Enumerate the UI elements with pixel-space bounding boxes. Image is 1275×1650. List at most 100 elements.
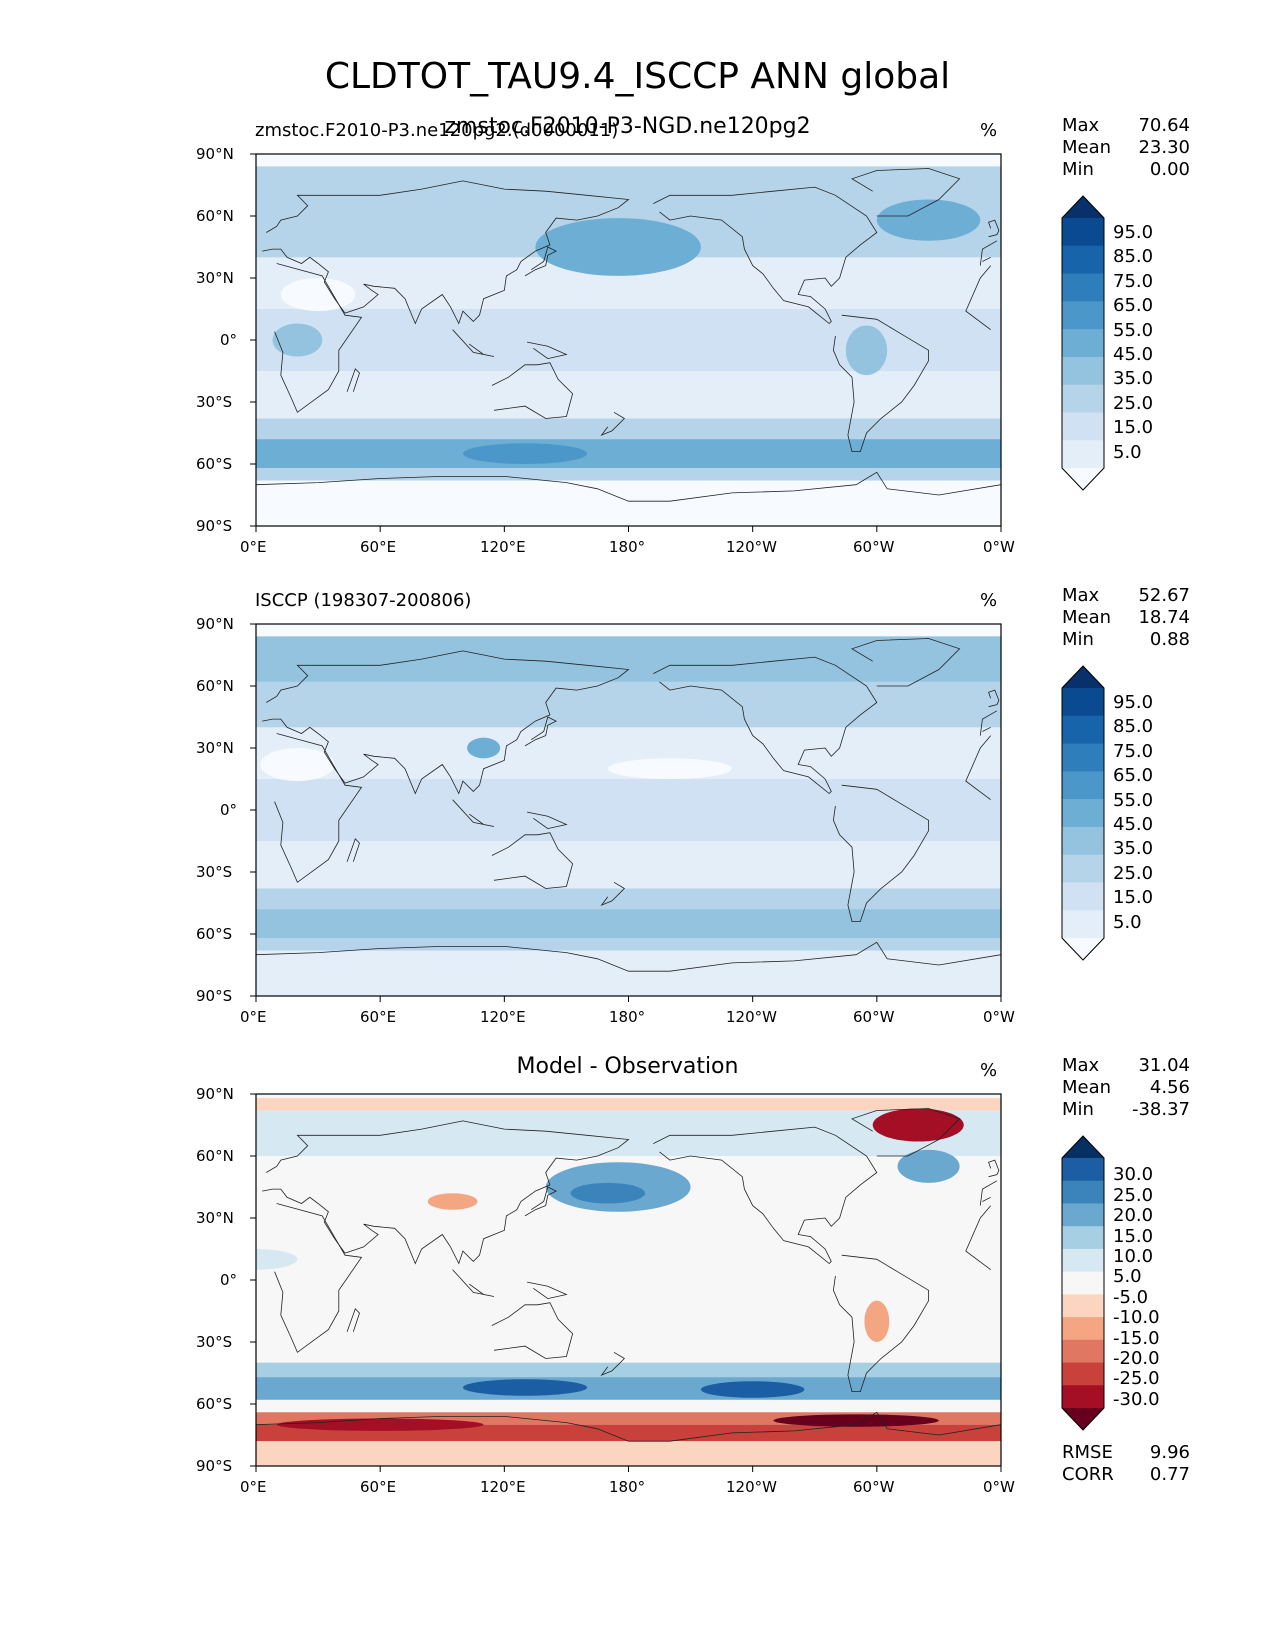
southern-midlatitude (256, 888, 1001, 910)
coastline (965, 1205, 992, 1271)
colorbar-outline (1061, 665, 1105, 961)
colorbar-label: 30.0 (1113, 1164, 1154, 1185)
map-2 (250, 1093, 1105, 1472)
coastlines (256, 1108, 1001, 1442)
colorbar-label: 5.0 (1113, 1266, 1142, 1287)
corr-label: CORR (1062, 1464, 1114, 1485)
colorbar-segment (1062, 743, 1104, 772)
coastline (527, 1281, 568, 1300)
lat-tick: 60°N (196, 207, 234, 225)
colorbar-segment (1062, 218, 1104, 247)
lon-tick: 120°E (480, 1008, 526, 1026)
coastline (262, 180, 630, 325)
test-map-panel: zmstoc.F2010-P3.ne120pg2.(d0000011) zmst… (0, 114, 1275, 590)
stat-mean-value: 23.30 (1138, 137, 1190, 158)
coastline (653, 656, 878, 795)
coastline (600, 881, 626, 907)
difference-title: Model - Observation (516, 1054, 739, 1079)
lon-tick: 0°W (983, 1478, 1015, 1496)
congo-cloud (272, 323, 323, 357)
pacific-clear (607, 758, 732, 780)
colorbar-segment (1062, 1226, 1104, 1250)
coastline (262, 650, 630, 795)
lon-tick: 120°W (726, 538, 777, 556)
lon-tick: 180° (609, 1008, 646, 1026)
coastline (653, 1126, 878, 1265)
stat-min-label: Min (1062, 159, 1094, 180)
colorbar-label: 10.0 (1113, 1246, 1154, 1267)
lat-tick: 0° (220, 1271, 238, 1289)
test-case-name: zmstoc.F2010-P3.ne120pg2.(d0000011) (255, 120, 619, 141)
map-fill (256, 154, 1001, 526)
southern-subtropics (256, 371, 1001, 419)
colorbar-label: 20.0 (1113, 1205, 1154, 1226)
map-fill (256, 624, 1001, 996)
coastline (988, 1159, 1000, 1178)
colorbar-label: 25.0 (1113, 1185, 1154, 1206)
lat-tick: 90°N (196, 1085, 234, 1103)
arctic-negative (256, 1098, 1001, 1111)
colorbar-label: -20.0 (1113, 1348, 1160, 1369)
stat-mean-label: Mean (1062, 607, 1112, 628)
colorbar-label: 5.0 (1113, 442, 1142, 463)
southern-ocean-positive (256, 1377, 1001, 1400)
greenland-negative (872, 1108, 964, 1142)
colorbar-label: 75.0 (1113, 741, 1154, 762)
coastline (600, 411, 626, 437)
stat-min-label: Min (1062, 1099, 1094, 1120)
colorbar-segment (1062, 715, 1104, 745)
lat-tick: 30°N (196, 269, 234, 287)
colorbar-extend-bottom (1062, 938, 1104, 960)
colorbar-label: 85.0 (1113, 246, 1154, 267)
southern-ocean-max (700, 1381, 805, 1398)
coastline (491, 832, 574, 889)
tibet-negative (427, 1193, 478, 1210)
coastline (346, 368, 360, 392)
coastline (851, 1108, 961, 1157)
antarctic-margin (256, 938, 1001, 951)
lat-tick: 30°S (196, 393, 233, 411)
colorbar-label: 95.0 (1113, 692, 1154, 713)
colorbar-extend-top (1062, 666, 1104, 688)
colorbar-label: -15.0 (1113, 1328, 1160, 1349)
north-atlantic-cloud (876, 199, 981, 241)
stat-mean-label: Mean (1062, 137, 1112, 158)
colorbar-label: 55.0 (1113, 790, 1154, 811)
coastline (979, 240, 998, 266)
coastline (256, 941, 1001, 972)
stat-min-value: -38.37 (1131, 1099, 1190, 1120)
colorbar (1061, 665, 1105, 961)
colorbar-segment (1062, 329, 1104, 358)
lat-tick: 60°S (196, 925, 233, 943)
lon-tick: 0°E (240, 1478, 267, 1496)
lon-tick: 120°W (726, 1478, 777, 1496)
stat-max-value: 31.04 (1138, 1055, 1190, 1076)
colorbar-extend-bottom (1062, 1408, 1104, 1430)
stat-min-value: 0.88 (1149, 629, 1190, 650)
colorbar-segment (1062, 882, 1104, 911)
southern-midlatitude (256, 418, 1001, 440)
colorbar-segment (1062, 771, 1104, 800)
colorbar-segment (1062, 1180, 1104, 1204)
coastline (491, 1302, 574, 1359)
coastline (988, 689, 1000, 708)
antarctica-band (256, 950, 1001, 996)
lon-tick: 0°W (983, 538, 1015, 556)
coastline (274, 263, 363, 413)
coastline (524, 716, 557, 747)
antarctic-min (773, 1414, 939, 1427)
colorbar-label: -30.0 (1113, 1389, 1160, 1410)
difference-map-panel: Model - Observation % Max 31.04 Mean 4.5… (0, 1054, 1275, 1530)
southern-subtropics (256, 841, 1001, 889)
lat-tick: 0° (220, 801, 238, 819)
coastline (452, 329, 495, 357)
lat-tick: 90°N (196, 615, 234, 633)
reference-name: ISCCP (198307-200806) (255, 590, 472, 611)
lat-tick: 60°N (196, 1147, 234, 1165)
coastline (832, 784, 929, 922)
colorbar-label: 65.0 (1113, 295, 1154, 316)
colorbar-label: 25.0 (1113, 863, 1154, 884)
south-pole-negative (256, 1441, 1001, 1466)
lon-tick: 120°W (726, 1008, 777, 1026)
midlatitude-band (256, 681, 1001, 728)
